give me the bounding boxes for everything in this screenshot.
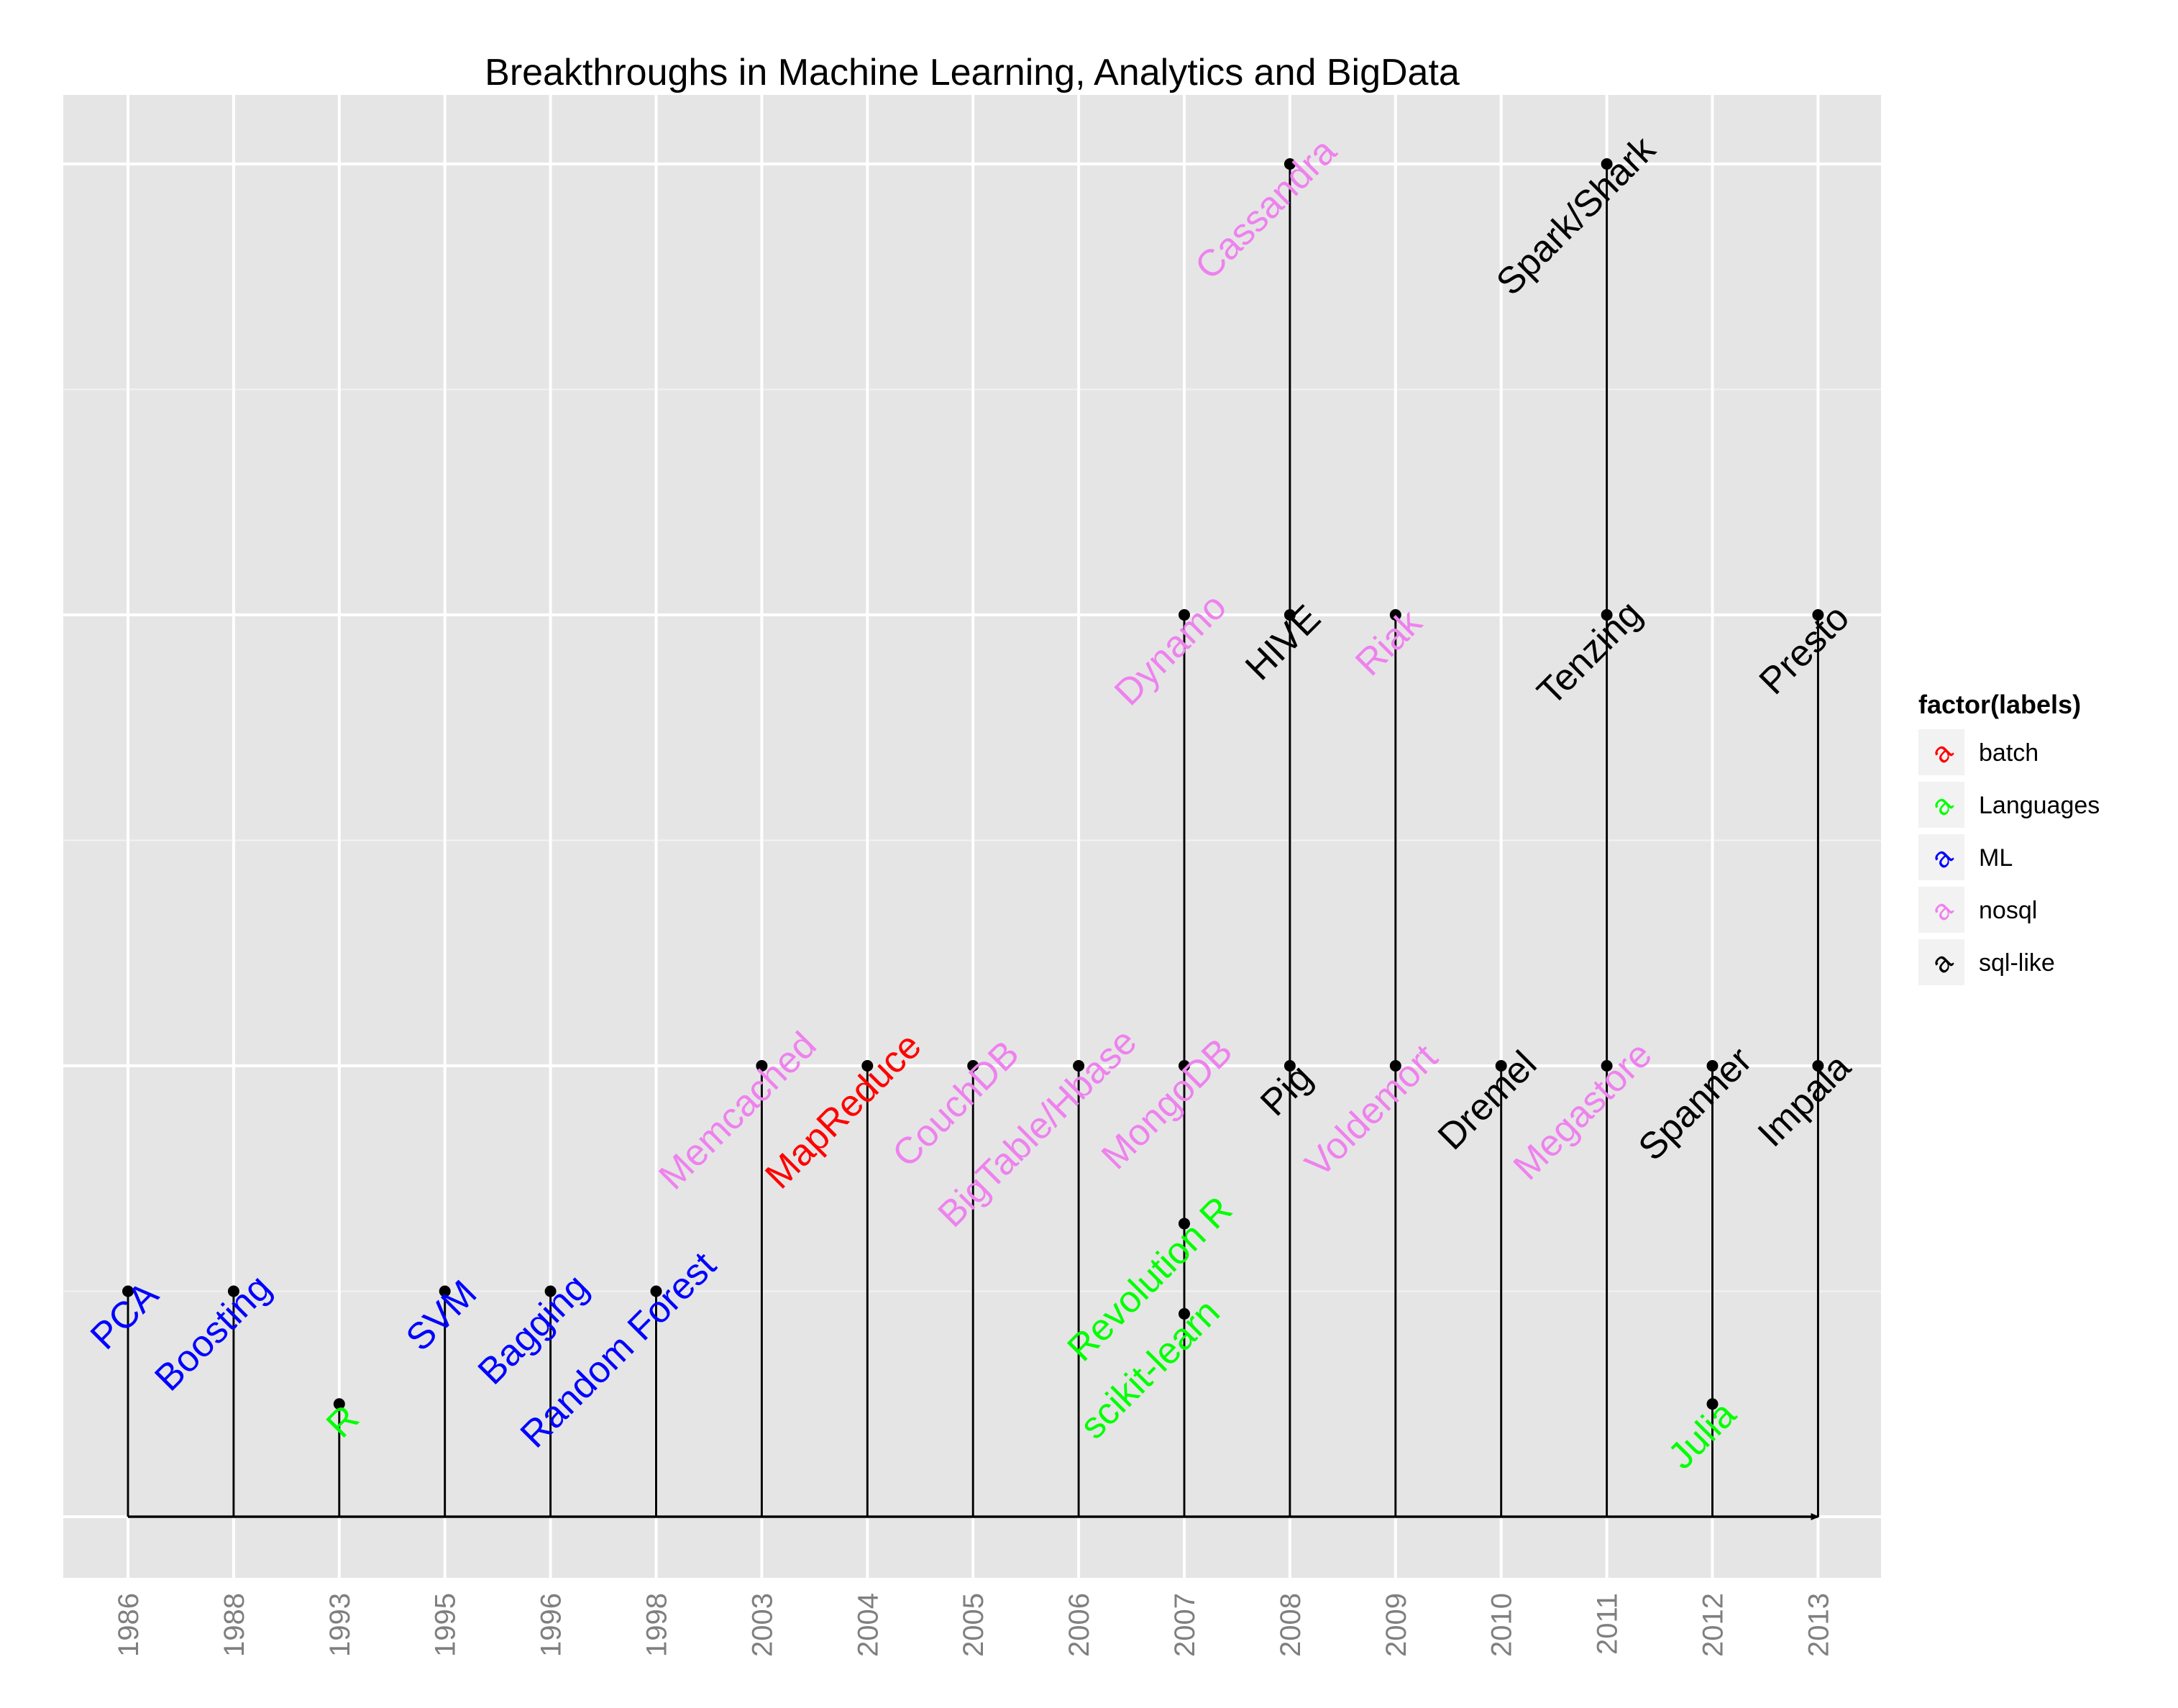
point-hive [1284, 609, 1296, 621]
point-memcached [756, 1060, 768, 1072]
x-tick-2009: 2009 [1381, 1593, 1412, 1657]
point-scikit-learn [1179, 1307, 1190, 1320]
point-bagging [544, 1285, 557, 1297]
point-voldemort [1389, 1060, 1401, 1072]
x-tick-2005: 2005 [958, 1593, 989, 1657]
x-tick-2007: 2007 [1169, 1593, 1201, 1657]
point-random-forest [650, 1285, 662, 1297]
legend-label-languages: Languages [1979, 792, 2100, 819]
x-tick-2010: 2010 [1486, 1593, 1518, 1657]
point-svm [439, 1285, 451, 1297]
legend-title: factor(labels) [1918, 690, 2081, 719]
point-pig [1284, 1060, 1296, 1072]
point-riak [1389, 609, 1401, 621]
point-boosting [227, 1285, 239, 1297]
point-spark-shark [1601, 158, 1613, 170]
point-pca [122, 1285, 134, 1297]
point-bigtable-hbase [1073, 1060, 1085, 1072]
point-julia [1706, 1398, 1719, 1410]
legend-label-nosql: nosql [1979, 897, 2037, 924]
point-presto [1812, 609, 1824, 621]
legend-key-sql-like [1918, 939, 1964, 985]
event-points [122, 158, 1824, 1410]
point-tenzing [1601, 609, 1613, 621]
x-tick-2003: 2003 [746, 1593, 778, 1657]
event-stems [127, 164, 1819, 1517]
point-spanner [1706, 1060, 1719, 1072]
legend-key-ml [1918, 834, 1964, 880]
point-dremel [1495, 1060, 1507, 1072]
legend-label-batch: batch [1979, 739, 2039, 767]
x-tick-1998: 1998 [641, 1593, 673, 1657]
x-tick-1996: 1996 [536, 1593, 567, 1657]
legend-label-sql-like: sql-like [1979, 949, 2055, 977]
point-r [333, 1398, 345, 1410]
x-tick-1995: 1995 [430, 1593, 462, 1657]
x-tick-1986: 1986 [113, 1593, 145, 1657]
x-tick-2013: 2013 [1803, 1593, 1834, 1657]
point-impala [1812, 1060, 1824, 1072]
legend-key-nosql [1918, 887, 1964, 933]
x-tick-2004: 2004 [852, 1593, 884, 1657]
legend-key-languages [1918, 782, 1964, 828]
x-tick-2006: 2006 [1063, 1593, 1095, 1657]
x-tick-2012: 2012 [1698, 1593, 1729, 1657]
x-tick-labels: 1986 1988 1993 1995 1996 1998 2003 2004 2005 2006… [113, 1593, 1834, 1657]
point-couchdb [967, 1060, 979, 1072]
point-revolution-r [1179, 1218, 1190, 1230]
x-tick-2011: 2011 [1592, 1593, 1624, 1655]
point-dynamo [1179, 609, 1190, 621]
point-megastore [1601, 1060, 1613, 1072]
point-mapreduce [861, 1060, 874, 1072]
legend-label-ml: ML [1979, 844, 2013, 872]
x-tick-1993: 1993 [324, 1593, 356, 1657]
chart-title: Breakthroughs in Machine Learning, Analy… [485, 52, 1460, 93]
x-tick-2008: 2008 [1275, 1593, 1307, 1657]
point-mongodb [1179, 1060, 1190, 1072]
point-cassandra [1284, 158, 1296, 170]
legend-key-batch [1918, 729, 1964, 775]
x-tick-1988: 1988 [219, 1593, 250, 1657]
